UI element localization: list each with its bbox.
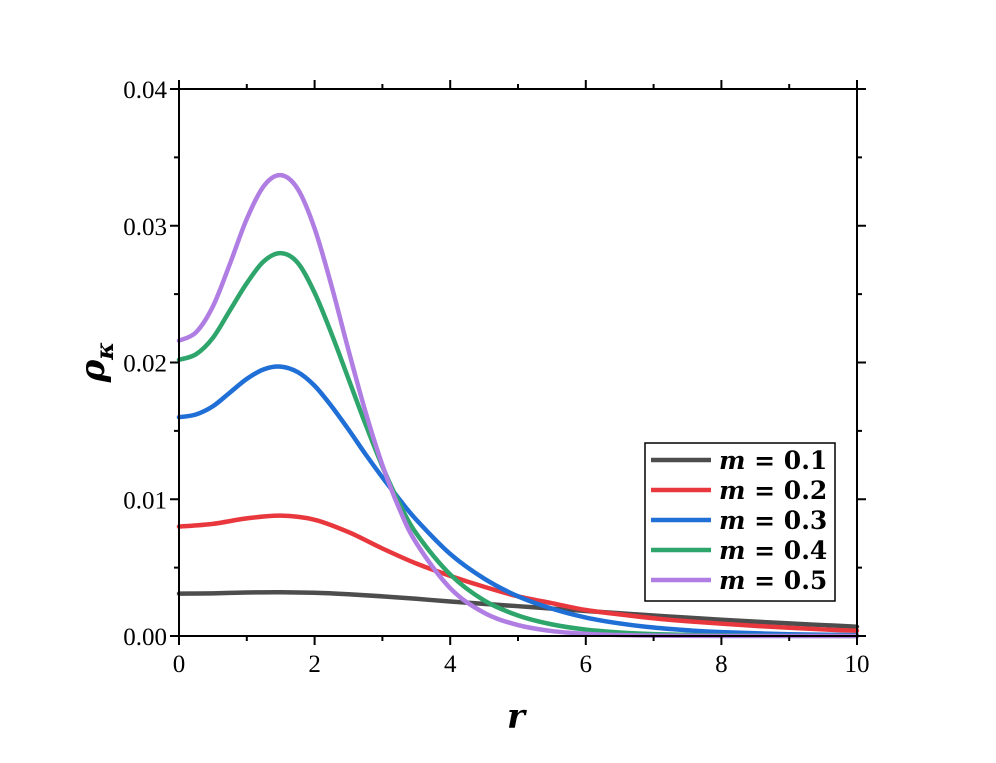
y-tick-label: 0.04	[123, 77, 167, 104]
y-axis-title: ρκ	[73, 342, 119, 384]
y-tick-label: 0.00	[123, 624, 167, 651]
legend-label: m = 0.3	[719, 506, 827, 535]
legend-label: m = 0.4	[719, 536, 827, 565]
x-tick-label: 0	[173, 651, 186, 678]
legend-label: m = 0.5	[719, 566, 827, 595]
svg-text:ρκ: ρκ	[73, 342, 119, 384]
x-tick-label: 6	[580, 651, 593, 678]
x-tick-label: 10	[845, 651, 870, 678]
tick-labels: 0 2 4 6 8 10 0.00 0.01 0.02 0.03 0.04	[123, 77, 869, 678]
y-tick-label: 0.02	[123, 351, 167, 378]
series-line-1	[176, 589, 860, 629]
x-tick-label: 2	[308, 651, 321, 678]
legend-label: m = 0.1	[719, 446, 827, 475]
series-layer	[176, 172, 860, 639]
legend-label: m = 0.2	[719, 476, 827, 505]
y-tick-label: 0.03	[123, 214, 167, 241]
legend: m = 0.1m = 0.2m = 0.3m = 0.4m = 0.5	[644, 442, 836, 602]
y-tick-label: 0.01	[123, 487, 167, 514]
x-tick-label: 4	[444, 651, 457, 678]
x-tick-label: 8	[715, 651, 728, 678]
x-axis-title: r	[507, 697, 527, 737]
ticks-layer	[170, 80, 866, 645]
y-axis-title-main: ρ	[73, 359, 113, 383]
y-axis-title-sub: κ	[90, 342, 119, 361]
